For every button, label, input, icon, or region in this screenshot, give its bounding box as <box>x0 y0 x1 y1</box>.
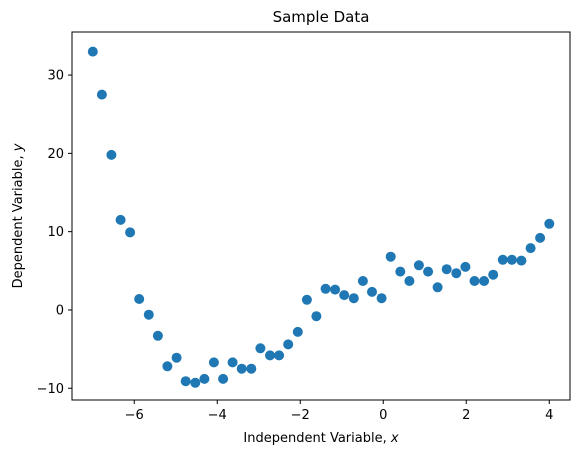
data-point <box>208 357 219 368</box>
data-point <box>357 276 368 286</box>
data-point <box>180 376 191 387</box>
data-point <box>525 243 536 254</box>
data-point <box>497 254 508 265</box>
data-point <box>479 276 490 286</box>
data-point <box>423 266 434 277</box>
x-tick-label: −6 <box>125 408 144 423</box>
data-point <box>199 373 210 384</box>
data-point <box>171 352 182 363</box>
plot-frame <box>71 31 571 401</box>
x-tick-label: 0 <box>379 408 387 423</box>
data-point <box>506 254 517 265</box>
data-point <box>367 286 377 297</box>
data-point <box>432 282 443 293</box>
x-tick-label: −2 <box>291 408 310 423</box>
data-point <box>246 363 257 374</box>
data-point <box>292 326 303 337</box>
data-point <box>330 284 341 295</box>
data-point <box>190 377 201 388</box>
data-point <box>255 343 266 354</box>
data-point <box>376 293 387 304</box>
data-point <box>106 149 117 160</box>
data-point <box>395 266 406 277</box>
points-layer <box>87 46 555 388</box>
data-point <box>115 214 126 225</box>
data-point <box>488 269 499 280</box>
x-axis-title-var: x <box>390 431 399 446</box>
data-point <box>96 89 107 100</box>
y-axis: −10 0 10 20 30 <box>37 69 72 397</box>
x-tick-label: 4 <box>545 408 553 423</box>
y-tick-label: 0 <box>56 303 64 318</box>
data-point <box>125 227 136 238</box>
data-point <box>152 330 163 341</box>
data-point <box>469 276 480 286</box>
data-point <box>348 293 359 304</box>
x-tick-label: 2 <box>462 408 470 423</box>
y-tick-label: −10 <box>37 382 64 397</box>
data-point <box>265 350 275 361</box>
y-axis-title-var: y <box>11 143 26 152</box>
data-point <box>535 232 546 243</box>
x-axis-title: Independent Variable, x <box>243 431 398 446</box>
y-tick-label: 10 <box>47 225 64 240</box>
x-axis-title-text: Independent Variable, <box>243 431 390 446</box>
data-point <box>283 339 294 350</box>
data-point <box>451 268 462 279</box>
data-point <box>339 290 350 301</box>
data-point <box>134 294 145 304</box>
data-point <box>460 261 471 272</box>
y-tick-label: 30 <box>47 69 64 84</box>
data-point <box>516 255 527 266</box>
data-point <box>301 294 312 305</box>
y-axis-title: Dependent Variable, y <box>11 143 26 288</box>
data-point <box>544 218 555 229</box>
data-point <box>143 309 154 320</box>
data-point <box>274 350 285 361</box>
data-point <box>162 361 173 372</box>
chart-title: Sample Data <box>273 8 370 26</box>
data-point <box>385 251 396 262</box>
y-tick-label: 20 <box>47 147 64 162</box>
data-point <box>441 264 452 275</box>
data-point <box>320 283 331 294</box>
data-point <box>87 46 98 57</box>
data-point <box>236 363 247 374</box>
data-point <box>218 373 229 384</box>
data-point <box>413 260 424 271</box>
x-tick-label: −4 <box>208 408 227 423</box>
data-point <box>404 276 415 286</box>
y-axis-title-text: Dependent Variable, <box>11 151 26 288</box>
data-point <box>227 357 238 368</box>
data-point <box>311 311 322 322</box>
x-axis: −6 −4 −2 0 2 4 <box>125 400 553 423</box>
